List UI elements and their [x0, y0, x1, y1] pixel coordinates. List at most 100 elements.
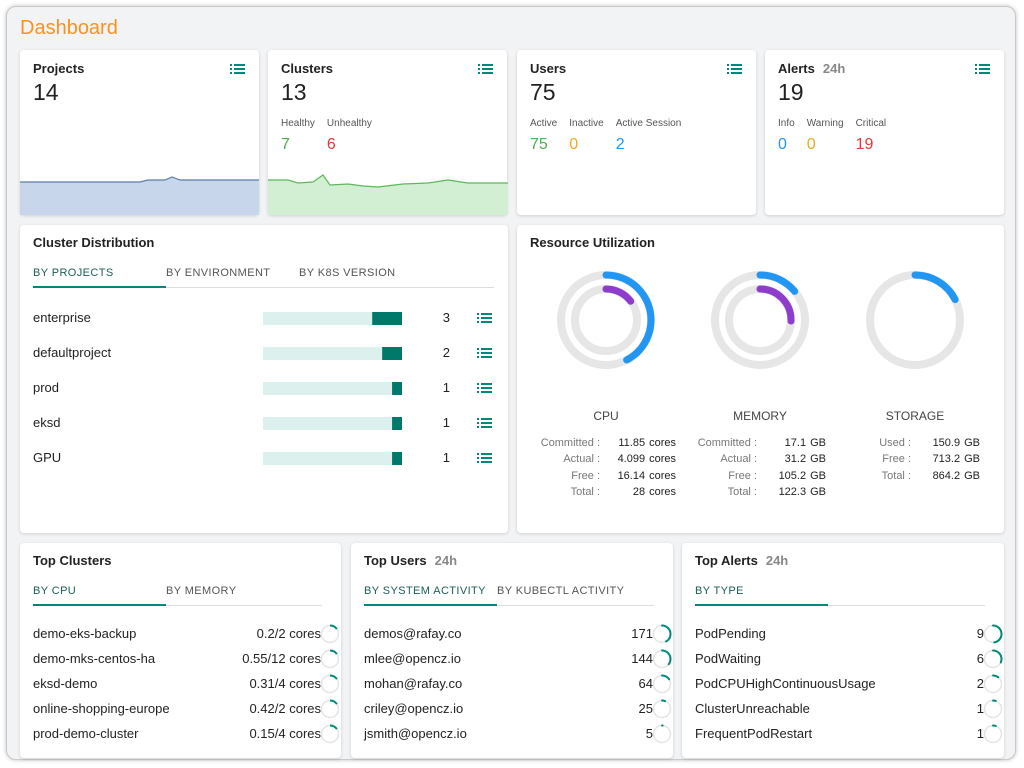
tab-underline — [33, 286, 494, 288]
tab[interactable]: BY K8S VERSION — [299, 267, 396, 279]
tab[interactable]: BY PROJECTS — [33, 267, 114, 279]
row-name: jsmith@opencz.io — [364, 726, 467, 741]
metric-number: 713.2 — [932, 453, 961, 466]
summary-value: 19 — [778, 79, 804, 105]
tab-underline — [695, 604, 985, 606]
list-icon[interactable] — [230, 64, 245, 75]
row-value: 0.15/4 cores — [249, 726, 321, 741]
stat-value: 0 — [778, 136, 787, 153]
row-value: 0.42/2 cores — [249, 701, 321, 716]
stat-row: Info 0 Warning 0 Critical 19 — [778, 117, 886, 155]
ring-track — [652, 724, 672, 744]
list-icon-dot — [230, 64, 232, 66]
gauge-name: MEMORY — [733, 409, 787, 423]
stat-value: 75 — [530, 136, 548, 153]
metric-unit: cores — [649, 453, 676, 466]
tab[interactable]: BY ENVIRONMENT — [166, 267, 271, 279]
row-name: demo-mks-centos-ha — [33, 651, 156, 666]
tab[interactable]: BY TYPE — [695, 585, 744, 597]
gauge-arc — [652, 699, 672, 719]
row-name: enterprise — [33, 310, 91, 325]
list-icon-dot — [477, 383, 479, 385]
list-icon[interactable] — [727, 64, 742, 75]
usage-ring — [983, 699, 1003, 719]
metric-label: Free : — [571, 469, 600, 482]
tab[interactable]: BY SYSTEM ACTIVITY — [364, 585, 486, 597]
section-title: Top Clusters — [33, 553, 112, 569]
list-icon[interactable] — [477, 348, 492, 359]
gauge-arc — [983, 674, 1003, 694]
list-icon-dot — [477, 391, 479, 393]
stat: Unhealthy 6 — [327, 117, 372, 155]
list-icon[interactable] — [477, 383, 492, 394]
stat: Warning 0 — [807, 117, 844, 155]
time-badge: 24h — [822, 61, 846, 76]
ring-arc — [320, 624, 340, 644]
bar-track — [263, 347, 402, 360]
list-icon-line — [481, 383, 492, 385]
sparkline-line — [268, 174, 508, 188]
section-title-text: Cluster Distribution — [33, 235, 155, 250]
stat-value: 0 — [806, 136, 816, 153]
list-icon-line — [979, 72, 990, 74]
stat-label: Critical — [855, 118, 887, 129]
row-name: PodPending — [695, 626, 766, 641]
metric-number: 4.099 — [617, 453, 646, 466]
row-name: criley@opencz.io — [364, 701, 464, 716]
summary-card — [765, 50, 1004, 215]
metric-unit: GB — [810, 469, 826, 482]
tab[interactable]: BY KUBECTL ACTIVITY — [497, 585, 625, 597]
usage-ring — [983, 724, 1003, 744]
section-title: Clusters — [281, 61, 333, 77]
tab[interactable]: BY CPU — [33, 585, 77, 597]
row-value: 25 — [638, 701, 653, 716]
list-icon-line — [482, 68, 493, 70]
tab-active-indicator — [33, 286, 166, 288]
metric-value: 31.2 GB — [716, 451, 826, 467]
list-icon-dot — [477, 418, 479, 420]
row-name: defaultproject — [33, 345, 112, 360]
metric-label: Total : — [570, 485, 600, 498]
row-name: demos@rafay.co — [364, 626, 462, 641]
list-icon[interactable] — [478, 64, 493, 75]
tab[interactable]: BY MEMORY — [166, 585, 237, 597]
distribution-bar — [263, 312, 402, 325]
list-icon[interactable] — [975, 64, 990, 75]
row-value: 0.2/2 cores — [256, 626, 321, 641]
list-icon[interactable] — [477, 418, 492, 429]
sparkline-area — [268, 175, 508, 215]
stat-value: 19 — [855, 136, 874, 153]
metric-value: 150.9 GB — [870, 435, 980, 451]
list-icon-line — [481, 352, 492, 354]
usage-ring — [652, 674, 672, 694]
tab-underline — [33, 604, 322, 606]
metric-label: Committed : — [540, 437, 600, 449]
row-name: mlee@opencz.io — [364, 651, 462, 666]
summary-value: 13 — [281, 79, 307, 105]
bar — [392, 382, 402, 395]
metric-label: Committed : — [697, 437, 757, 449]
metric-number: 28 — [632, 485, 646, 498]
list-icon-line — [481, 321, 492, 323]
page-title: Dashboard — [20, 17, 118, 39]
list-icon-dot — [727, 64, 729, 66]
row-name: prod — [33, 380, 60, 395]
sparkline — [20, 176, 259, 215]
usage-ring — [983, 674, 1003, 694]
list-icon-dot — [230, 68, 232, 70]
metric-unit: GB — [964, 469, 980, 482]
list-icon[interactable] — [477, 313, 492, 324]
stat-value: 2 — [615, 136, 625, 153]
row-name: PodCPUHighContinuousUsage — [695, 676, 876, 691]
bar-track — [263, 312, 402, 325]
list-icon[interactable] — [477, 453, 492, 464]
metric-unit: GB — [810, 485, 826, 498]
list-icon-dot — [477, 313, 479, 315]
row-value: 0.31/4 cores — [249, 676, 321, 691]
metric-value: 11.85 cores — [566, 435, 676, 451]
metric-label: Free : — [728, 469, 757, 482]
sparkline — [268, 174, 508, 215]
row-count: 2 — [442, 345, 450, 360]
top-users-card — [351, 543, 673, 758]
